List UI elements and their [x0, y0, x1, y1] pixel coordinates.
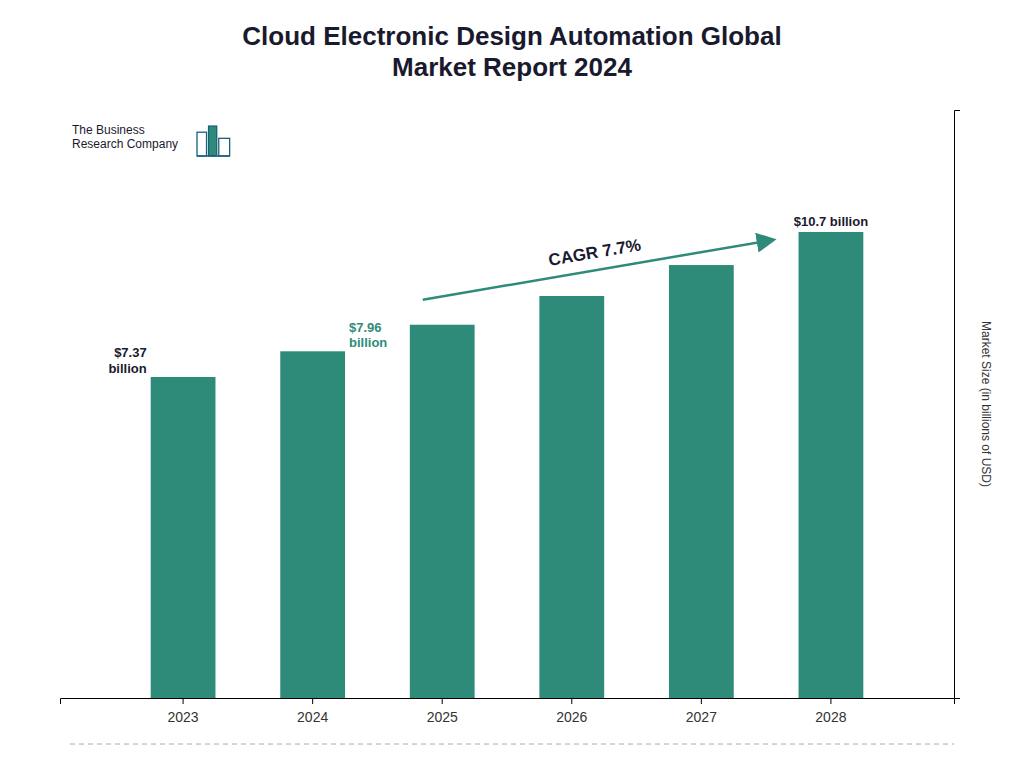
title: Cloud Electronic Design Automation Globa…	[242, 21, 781, 82]
y-axis-title: Market Size (in billions of USD)	[979, 321, 993, 487]
x-tick	[571, 698, 572, 704]
x-tick-label: 2027	[686, 709, 717, 725]
bar	[539, 296, 604, 698]
bar	[669, 265, 734, 698]
x-tick	[701, 698, 702, 704]
x-axis-line	[61, 699, 955, 705]
logo-text: The BusinessResearch Company	[72, 123, 178, 151]
x-tick	[312, 698, 313, 704]
annotation: $10.7 billion	[794, 214, 868, 229]
logo-icon	[219, 138, 230, 156]
y-axis-line	[955, 111, 961, 699]
logo-icon	[197, 132, 207, 156]
x-tick-label: 2023	[168, 709, 199, 725]
bar	[280, 351, 345, 698]
x-tick	[830, 698, 831, 704]
annotation: $7.96billion	[349, 320, 387, 351]
x-tick-label: 2028	[815, 709, 846, 725]
logo-icon	[209, 126, 217, 156]
x-tick-label: 2026	[556, 709, 587, 725]
x-tick	[183, 698, 184, 704]
bar	[410, 325, 475, 698]
annotation: $7.37billion	[108, 345, 146, 376]
bar	[151, 377, 216, 698]
chart: Cloud Electronic Design Automation Globa…	[0, 0, 1024, 768]
x-tick-label: 2024	[297, 709, 328, 725]
x-tick-label: 2025	[427, 709, 458, 725]
logo-icon	[197, 155, 230, 156]
separator	[70, 744, 954, 745]
cagr-label: CAGR 7.7%	[547, 235, 642, 269]
x-tick	[442, 698, 443, 704]
bar	[799, 232, 864, 698]
